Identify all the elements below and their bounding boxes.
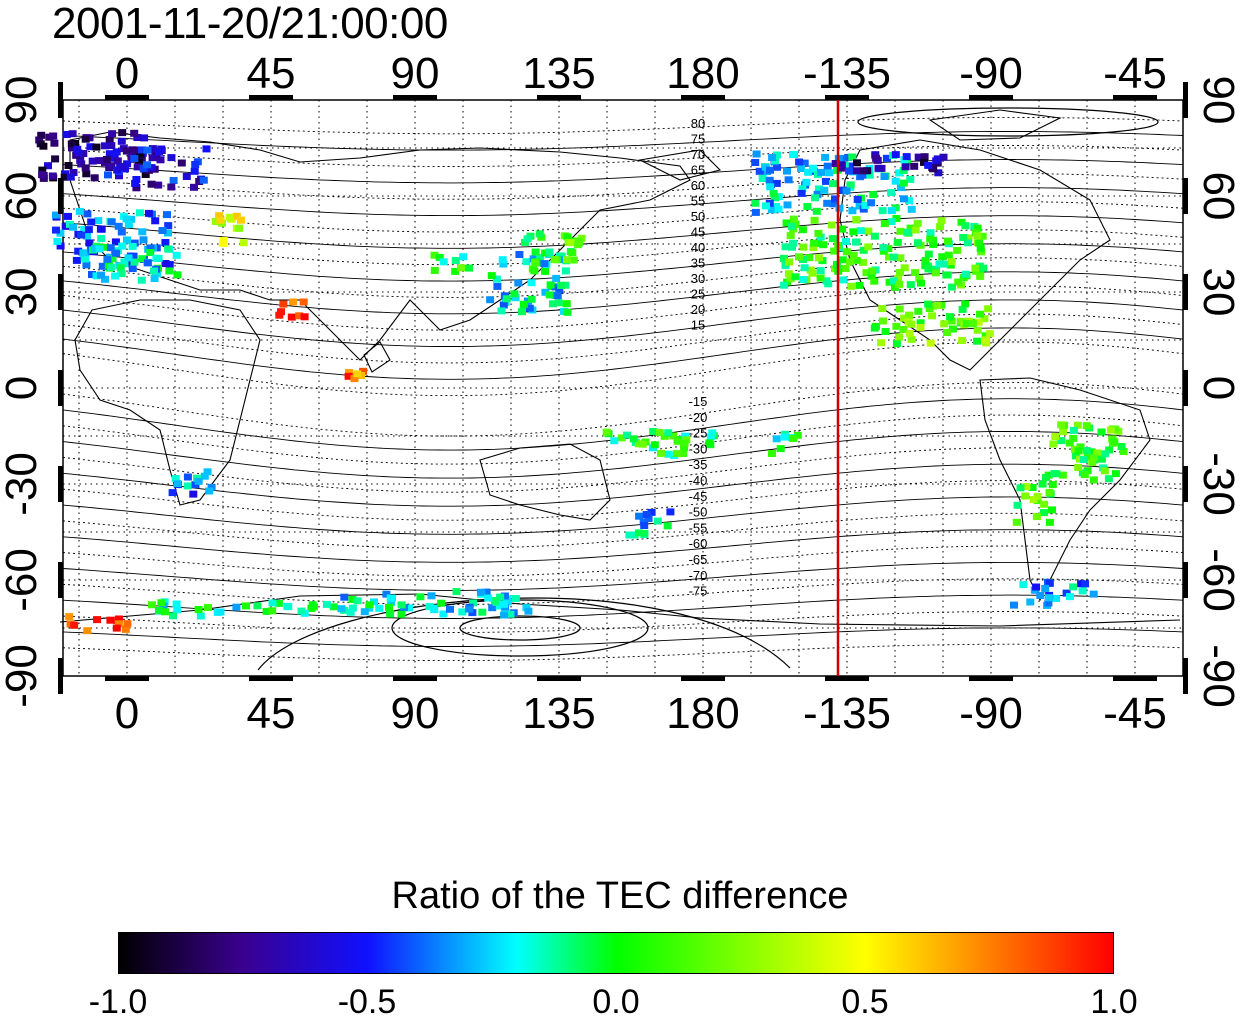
contour-label: 65 <box>691 163 705 178</box>
left-latitude-label: 30 <box>0 268 46 317</box>
top-longitude-label: 180 <box>666 49 739 98</box>
frame-ticks <box>58 82 1188 694</box>
left-latitude-label: 0 <box>0 376 46 400</box>
contour-label: -30 <box>689 441 708 456</box>
top-longitude-label: -90 <box>959 49 1023 98</box>
contour-label: 75 <box>691 132 705 147</box>
left-latitude-label: 90 <box>0 76 46 125</box>
top-longitude-label: 135 <box>522 49 595 98</box>
timestamp: 2001-11-20/21:00:00 <box>52 0 448 48</box>
contour-label: 25 <box>691 287 705 302</box>
top-longitude-label: 45 <box>247 49 296 98</box>
colorbar-tick-label: -0.5 <box>337 983 397 1021</box>
top-longitude-label: -45 <box>1103 49 1167 98</box>
contour-label: 35 <box>691 256 705 271</box>
left-latitude-label: -30 <box>0 452 46 516</box>
right-latitude-label: 60 <box>1194 172 1240 221</box>
bottom-longitude-label: 135 <box>522 689 595 738</box>
contour-label: 40 <box>691 240 705 255</box>
top-longitude-label: 90 <box>391 49 440 98</box>
top-longitude-label: 0 <box>115 49 139 98</box>
left-latitude-label: -60 <box>0 548 46 612</box>
right-latitude-label: 0 <box>1194 376 1240 400</box>
contour-label: -50 <box>689 505 708 520</box>
contour-label: 80 <box>691 116 705 131</box>
bottom-longitude-label: 90 <box>391 689 440 738</box>
contour-label: -25 <box>689 426 708 441</box>
contour-label: 55 <box>691 194 705 209</box>
colorbar-tick-label: -1.0 <box>88 983 148 1021</box>
colorbar-tick-label: 0.0 <box>592 983 640 1021</box>
bottom-longitude-label: 180 <box>666 689 739 738</box>
contour-label: 70 <box>691 147 705 162</box>
map-frame <box>62 99 1184 677</box>
bottom-longitude-label: 0 <box>115 689 139 738</box>
contour-label: -70 <box>689 568 708 583</box>
bottom-longitude-label: -135 <box>803 689 891 738</box>
contour-label: 30 <box>691 271 705 286</box>
magnetic-latitude-contours <box>62 107 1184 671</box>
colorbar-tick-label: 0.5 <box>841 983 889 1021</box>
contour-label: 20 <box>691 302 705 317</box>
left-latitude-label: -90 <box>0 644 46 708</box>
contour-label: -75 <box>689 584 708 599</box>
colorbar <box>118 932 1114 974</box>
bottom-longitude-label: -45 <box>1103 689 1167 738</box>
colorbar-tick-label: 1.0 <box>1090 983 1138 1021</box>
right-latitude-label: 30 <box>1194 268 1240 317</box>
contour-label: 15 <box>691 318 705 333</box>
contour-label: -55 <box>689 520 708 535</box>
contour-label: -40 <box>689 473 708 488</box>
contour-label: 45 <box>691 225 705 240</box>
map-grid <box>63 100 1183 676</box>
bottom-longitude-label: 45 <box>247 689 296 738</box>
top-longitude-label: -135 <box>803 49 891 98</box>
right-latitude-label: -30 <box>1194 452 1240 516</box>
colorbar-title: Ratio of the TEC difference <box>391 875 849 917</box>
contour-label: -15 <box>689 394 708 409</box>
contour-label: -65 <box>689 552 708 567</box>
contour-label: -20 <box>689 410 708 425</box>
contour-label: 50 <box>691 209 705 224</box>
contour-label: -45 <box>689 489 708 504</box>
right-latitude-label: -60 <box>1194 548 1240 612</box>
contour-label: -60 <box>689 536 708 551</box>
contour-label: -35 <box>689 457 708 472</box>
tec-data-patches <box>35 129 1128 635</box>
right-latitude-label: -90 <box>1194 644 1240 708</box>
axis-labels: 0 45 90 135 180 -135 -90 -450 45 90 135 180 -135 -90-… <box>0 49 1240 738</box>
contour-label: 60 <box>691 178 705 193</box>
right-latitude-label: 90 <box>1194 76 1240 125</box>
left-latitude-label: 60 <box>0 172 46 221</box>
bottom-longitude-label: -90 <box>959 689 1023 738</box>
